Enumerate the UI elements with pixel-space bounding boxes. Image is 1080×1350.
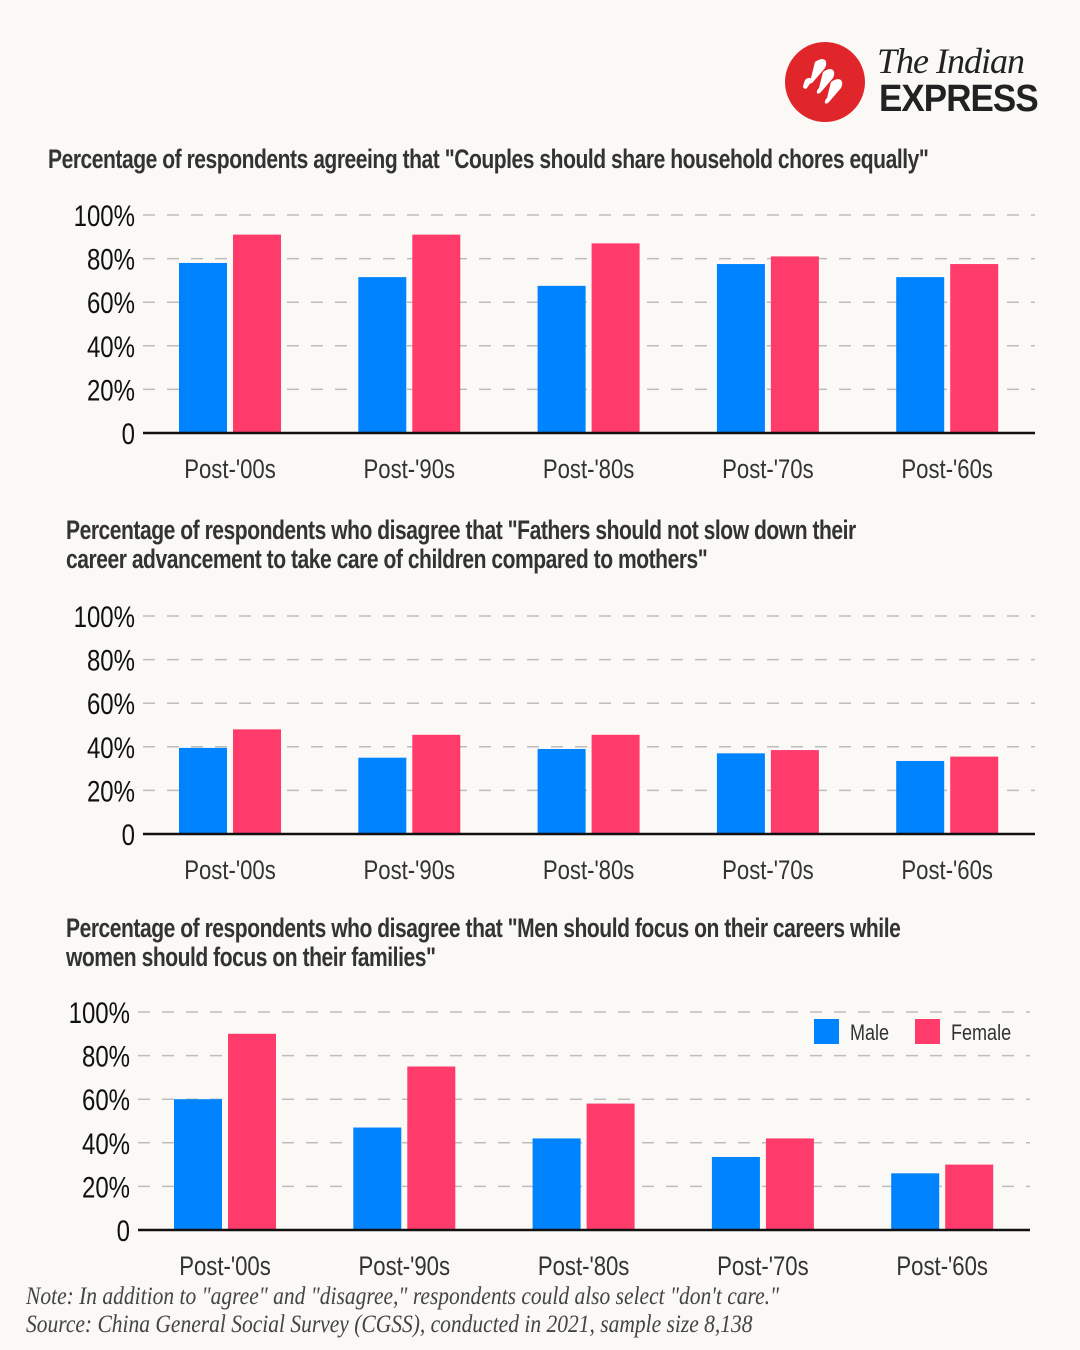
x-tick-label: Post-'00s (184, 455, 276, 485)
bar-male (716, 264, 765, 433)
x-tick-label: Post-'00s (179, 1252, 271, 1282)
x-tick-label: Post-'70s (717, 1252, 809, 1282)
legend-label-female: Female (951, 1021, 1011, 1045)
y-tick-label: 80% (87, 643, 135, 677)
bar-female (770, 750, 819, 834)
indian-express-emblem-icon (785, 42, 865, 122)
bar-female (770, 256, 819, 433)
chart-3-title-line-2: women should focus on their families" (66, 942, 436, 972)
y-tick-label: 0 (122, 817, 135, 851)
y-tick-label: 40% (82, 1126, 130, 1160)
bar-male (896, 760, 945, 834)
x-tick-label: Post-'60s (901, 455, 993, 485)
y-tick-label: 40% (87, 730, 135, 764)
chart-3-title-line-1: Percentage of respondents who disagree t… (66, 913, 901, 943)
bar-female (591, 734, 640, 834)
bar-male (174, 1099, 222, 1230)
bar-male (537, 285, 586, 433)
legend-swatch-female (915, 1019, 940, 1044)
y-tick-label: 0 (122, 416, 135, 450)
y-tick-label: 100% (69, 995, 130, 1029)
y-tick-label: 60% (82, 1083, 130, 1117)
y-tick-label: 100% (74, 599, 135, 633)
y-tick-label: 20% (87, 774, 135, 808)
bar-female (765, 1138, 814, 1230)
bar-female (586, 1103, 635, 1230)
chart-2-title: Percentage of respondents who disagree t… (66, 516, 856, 574)
bar-female (412, 234, 461, 433)
bar-male (711, 1156, 760, 1230)
legend-label-male: Male (850, 1021, 889, 1045)
footer-source: Source: China General Social Survey (CGS… (26, 1311, 753, 1338)
bar-female (407, 1066, 456, 1230)
legend-swatch-male (814, 1019, 839, 1044)
bar-female (233, 729, 281, 834)
bar-male (896, 277, 945, 433)
footer-note: Note: In addition to "agree" and "disagr… (26, 1283, 780, 1310)
y-tick-label: 20% (87, 373, 135, 407)
y-tick-label: 0 (117, 1213, 130, 1247)
x-tick-label: Post-'60s (896, 1252, 988, 1282)
brand-name-line2: EXPRESS (879, 78, 1039, 120)
y-tick-label: 80% (82, 1039, 130, 1073)
y-tick-label: 60% (87, 286, 135, 320)
bar-female (412, 734, 461, 834)
chart-3-title: Percentage of respondents who disagree t… (66, 913, 901, 972)
brand-name-line1: The Indian (877, 41, 1025, 81)
bar-male (716, 753, 765, 834)
x-tick-label: Post-'80s (543, 455, 635, 485)
chart-2-title-line-2: career advancement to take care of child… (66, 544, 708, 574)
x-tick-label: Post-'80s (538, 1252, 630, 1282)
bar-female (233, 234, 281, 433)
chart-2-title-line-1: Percentage of respondents who disagree t… (66, 515, 856, 545)
chart-1-title: Percentage of respondents agreeing that … (48, 144, 929, 174)
brand-logo: The Indian EXPRESS (785, 41, 1045, 122)
y-tick-label: 20% (82, 1170, 130, 1204)
bar-male (537, 748, 586, 834)
x-tick-label: Post-'90s (359, 1252, 451, 1282)
bar-male (358, 277, 407, 433)
bar-female (228, 1033, 276, 1230)
bar-female (945, 1164, 994, 1230)
y-tick-label: 80% (87, 242, 135, 276)
y-tick-label: 40% (87, 329, 135, 363)
y-tick-label: 100% (74, 198, 135, 232)
bar-female (950, 756, 999, 834)
bar-male (353, 1127, 402, 1230)
bar-female (591, 243, 640, 433)
bar-male (179, 262, 227, 433)
x-tick-label: Post-'90s (364, 455, 456, 485)
bar-female (950, 264, 999, 433)
bar-male (891, 1173, 940, 1230)
x-tick-label: Post-'00s (184, 856, 276, 886)
chart-1-title-line-1: Percentage of respondents agreeing that … (48, 144, 929, 174)
bar-male (358, 757, 407, 834)
x-tick-label: Post-'60s (901, 856, 993, 886)
y-tick-label: 60% (87, 687, 135, 721)
x-tick-label: Post-'70s (722, 455, 814, 485)
x-tick-label: Post-'70s (722, 856, 814, 886)
x-tick-label: Post-'90s (364, 856, 456, 886)
bar-male (179, 747, 227, 834)
bar-male (532, 1138, 581, 1230)
x-tick-label: Post-'80s (543, 856, 635, 886)
